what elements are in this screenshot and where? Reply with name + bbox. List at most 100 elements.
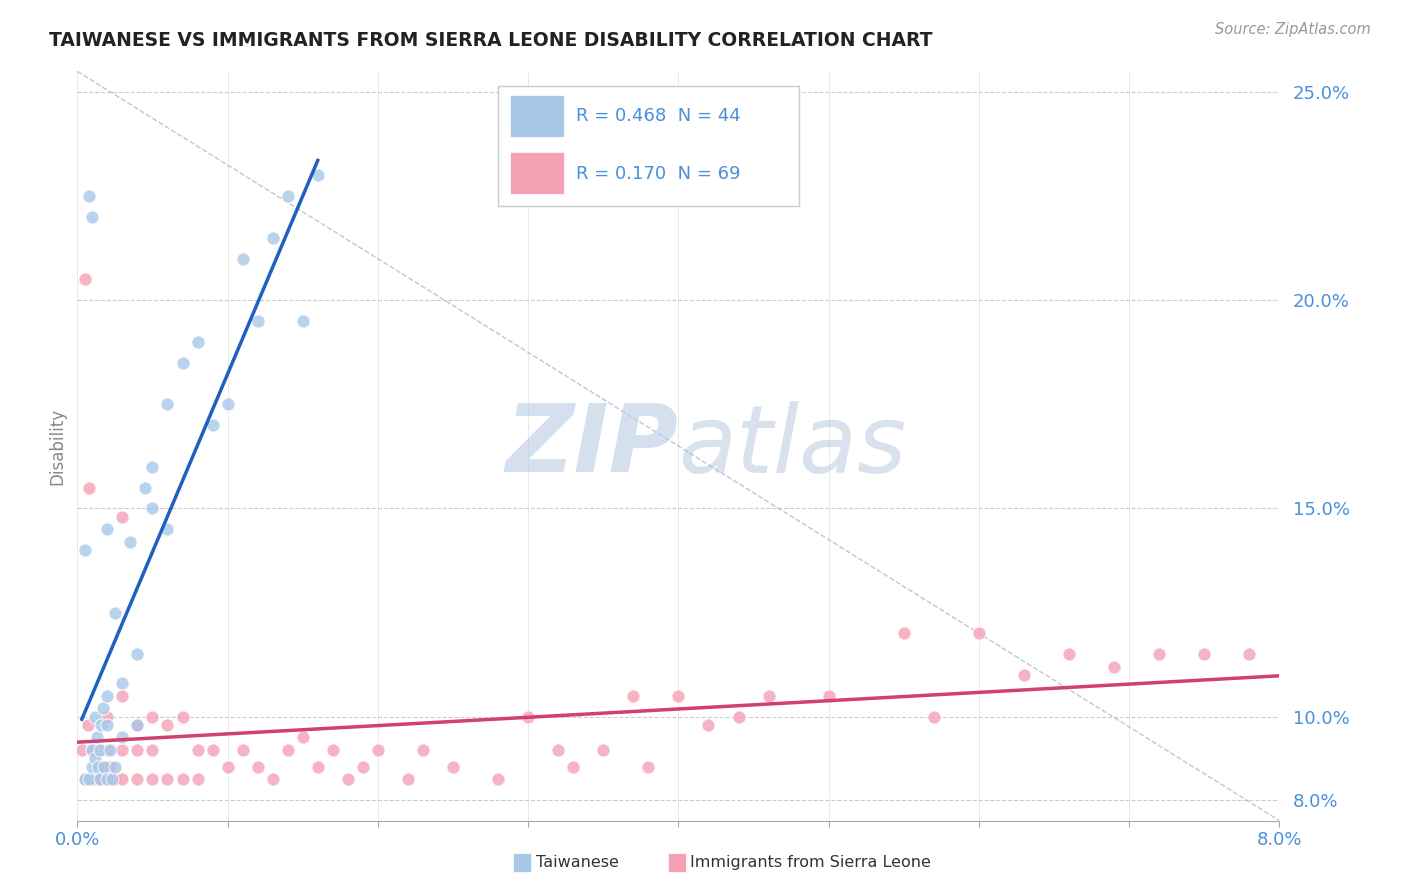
Point: [96, 772, 118, 786]
Point: [101, 772, 124, 786]
Point: [291, 731, 314, 745]
Point: [277, 189, 299, 203]
Point: [73, 543, 96, 558]
Point: [637, 759, 659, 773]
Point: [91, 759, 114, 773]
Point: [89, 743, 111, 757]
Point: [562, 759, 585, 773]
Point: [246, 759, 269, 773]
Point: [817, 689, 839, 703]
Point: [82, 772, 104, 786]
Point: [352, 759, 374, 773]
Point: [697, 718, 720, 732]
Point: [1012, 668, 1035, 682]
Point: [93, 759, 115, 773]
Point: [76, 718, 98, 732]
Text: Source: ZipAtlas.com: Source: ZipAtlas.com: [1215, 22, 1371, 37]
Point: [118, 534, 141, 549]
Point: [79, 189, 101, 203]
Point: [96, 689, 118, 703]
Point: [104, 606, 127, 620]
Text: Immigrants from Sierra Leone: Immigrants from Sierra Leone: [690, 855, 931, 870]
Point: [96, 743, 118, 757]
Point: [127, 718, 149, 732]
Point: [104, 772, 127, 786]
Point: [277, 743, 299, 757]
Point: [96, 718, 118, 732]
Point: [1194, 647, 1216, 661]
Point: [486, 772, 509, 786]
Point: [84, 772, 107, 786]
Point: [727, 709, 749, 723]
Point: [217, 759, 239, 773]
Point: [134, 481, 156, 495]
Point: [232, 252, 254, 266]
Point: [96, 709, 118, 723]
Point: [86, 759, 108, 773]
Point: [893, 626, 915, 640]
Point: [967, 626, 990, 640]
Point: [87, 759, 110, 773]
Point: [111, 676, 134, 690]
Point: [96, 522, 118, 536]
Y-axis label: Disability: Disability: [48, 408, 66, 484]
Point: [186, 334, 209, 349]
Point: [91, 701, 114, 715]
Point: [104, 759, 127, 773]
Point: [100, 743, 122, 757]
Text: TAIWANESE VS IMMIGRANTS FROM SIERRA LEONE DISABILITY CORRELATION CHART: TAIWANESE VS IMMIGRANTS FROM SIERRA LEON…: [49, 31, 932, 50]
Point: [73, 272, 96, 286]
Point: [156, 397, 179, 411]
Point: [141, 501, 163, 516]
Point: [1057, 647, 1080, 661]
Text: Taiwanese: Taiwanese: [536, 855, 619, 870]
Point: [70, 743, 93, 757]
Point: [922, 709, 945, 723]
Point: [111, 509, 134, 524]
Point: [89, 772, 111, 786]
Point: [758, 689, 780, 703]
Point: [396, 772, 419, 786]
Point: [90, 718, 112, 732]
Point: [84, 709, 107, 723]
Point: [246, 314, 269, 328]
Point: [1102, 659, 1125, 673]
Point: [141, 743, 163, 757]
Point: [172, 356, 194, 370]
Point: [1149, 647, 1171, 661]
Point: [82, 743, 104, 757]
Point: [186, 743, 209, 757]
Point: [96, 772, 118, 786]
Point: [307, 169, 329, 183]
Point: [156, 772, 179, 786]
Point: [668, 689, 690, 703]
Point: [111, 731, 134, 745]
Point: [100, 759, 122, 773]
Point: [73, 772, 96, 786]
Point: [111, 772, 134, 786]
Point: [367, 743, 389, 757]
Point: [547, 743, 569, 757]
Point: [89, 743, 111, 757]
Point: [517, 709, 540, 723]
Point: [201, 418, 224, 433]
Point: [73, 772, 96, 786]
Point: [79, 772, 101, 786]
Point: [262, 772, 284, 786]
Point: [592, 743, 614, 757]
Point: [262, 231, 284, 245]
Point: [79, 481, 101, 495]
Point: [84, 751, 107, 765]
Point: [141, 772, 163, 786]
Point: [82, 210, 104, 224]
Point: [412, 743, 434, 757]
Point: [217, 397, 239, 411]
Point: [111, 689, 134, 703]
Text: ■  Taiwanese        ■  Immigrants from Sierra Leone: ■ Taiwanese ■ Immigrants from Sierra Leo…: [534, 857, 571, 859]
Point: [336, 772, 359, 786]
Point: [89, 772, 111, 786]
Point: [156, 718, 179, 732]
Point: [621, 689, 644, 703]
Point: [156, 522, 179, 536]
Point: [141, 709, 163, 723]
